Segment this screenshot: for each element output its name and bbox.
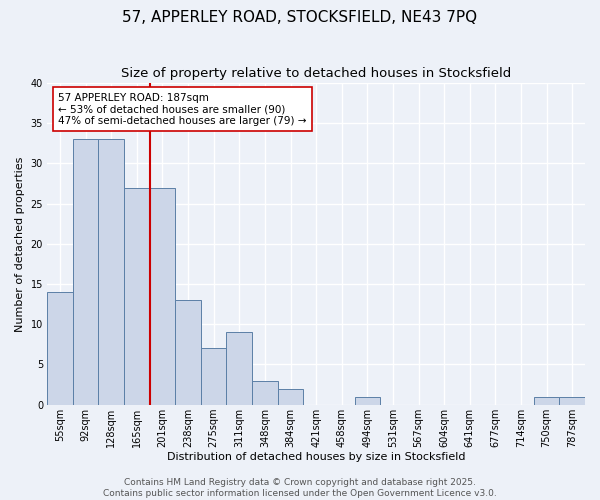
- Bar: [559, 396, 585, 404]
- Bar: [201, 348, 226, 405]
- Title: Size of property relative to detached houses in Stocksfield: Size of property relative to detached ho…: [121, 68, 511, 80]
- Text: 57 APPERLEY ROAD: 187sqm
← 53% of detached houses are smaller (90)
47% of semi-d: 57 APPERLEY ROAD: 187sqm ← 53% of detach…: [58, 92, 307, 126]
- Bar: [226, 332, 252, 404]
- Bar: [47, 292, 73, 405]
- Bar: [98, 140, 124, 404]
- Bar: [149, 188, 175, 404]
- Bar: [124, 188, 149, 404]
- Bar: [534, 396, 559, 404]
- Text: 57, APPERLEY ROAD, STOCKSFIELD, NE43 7PQ: 57, APPERLEY ROAD, STOCKSFIELD, NE43 7PQ: [122, 10, 478, 25]
- Bar: [175, 300, 201, 405]
- Bar: [73, 140, 98, 404]
- Y-axis label: Number of detached properties: Number of detached properties: [15, 156, 25, 332]
- Text: Contains HM Land Registry data © Crown copyright and database right 2025.
Contai: Contains HM Land Registry data © Crown c…: [103, 478, 497, 498]
- X-axis label: Distribution of detached houses by size in Stocksfield: Distribution of detached houses by size …: [167, 452, 466, 462]
- Bar: [278, 388, 304, 404]
- Bar: [355, 396, 380, 404]
- Bar: [252, 380, 278, 404]
